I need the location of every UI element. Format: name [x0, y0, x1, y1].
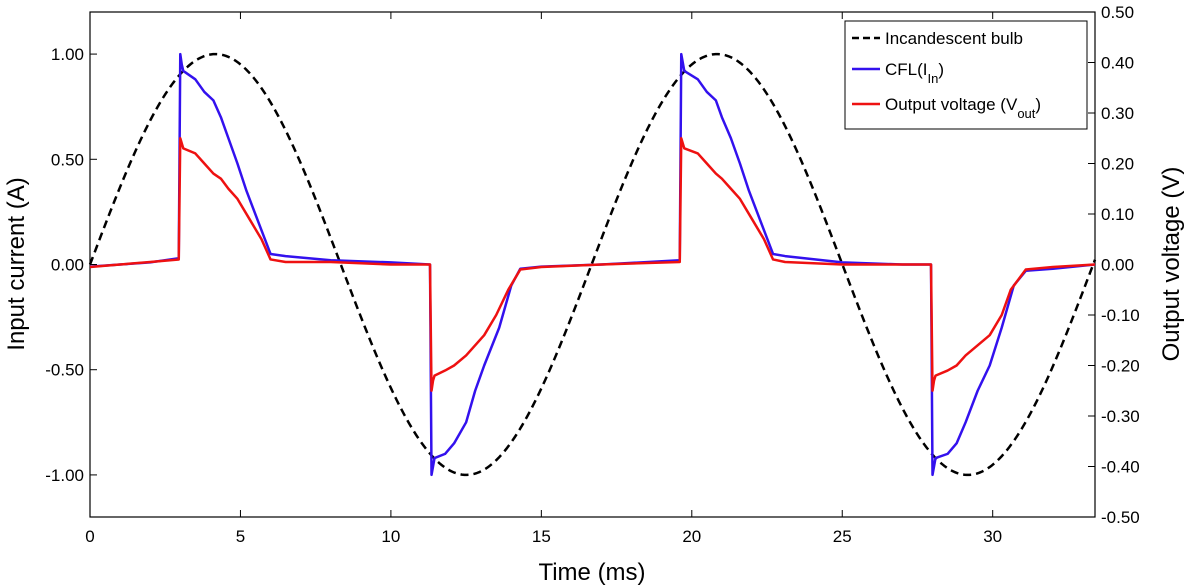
legend: Incandescent bulb CFL(IIn) Output voltag…	[844, 20, 1088, 130]
legend-label-incandescent: Incandescent bulb	[885, 29, 1023, 48]
legend-label-vout-suffix: )	[1035, 95, 1041, 114]
y2-tick-label: -0.10	[1101, 306, 1140, 325]
x-tick-label: 15	[532, 527, 551, 546]
legend-label-incandescent-base: Incandescent bulb	[885, 29, 1023, 48]
y2-tick-label: 0.50	[1101, 3, 1134, 22]
y2-tick-label: 0.20	[1101, 155, 1134, 174]
y-tick-label: -0.50	[45, 361, 84, 380]
y2-tick-label: -0.20	[1101, 357, 1140, 376]
legend-box	[844, 20, 1088, 130]
y-tick-label: -1.00	[45, 466, 84, 485]
series-line-0	[88, 52, 1097, 477]
y2-tick-label: -0.40	[1101, 458, 1140, 477]
x-axis-ticks: 0 5 10 15 20 25 30	[85, 12, 1002, 546]
y2-tick-label: -0.50	[1101, 508, 1140, 527]
y2-tick-label: 0.00	[1101, 256, 1134, 275]
y-tick-label: 1.00	[51, 45, 84, 64]
y-axis-ticks: -1.00 -0.50 0.00 0.50 1.00	[45, 45, 97, 485]
y-tick-label: 0.50	[51, 150, 84, 169]
y2-axis-ticks: -0.50 -0.40 -0.30 -0.20 -0.10 0.00 0.10 0.20 0.3…	[1088, 3, 1140, 527]
series-layer	[88, 52, 1097, 477]
x-tick-label: 25	[833, 527, 852, 546]
x-axis-title: Time (ms)	[538, 559, 645, 586]
y2-tick-label: 0.10	[1101, 205, 1134, 224]
y2-tick-label: -0.30	[1101, 407, 1140, 426]
x-tick-label: 0	[85, 527, 94, 546]
y-axis-title: Input current (A)	[3, 177, 30, 350]
legend-label-cfl-suffix: )	[938, 60, 944, 79]
y-tick-label: 0.00	[51, 256, 84, 275]
x-tick-label: 10	[381, 527, 400, 546]
legend-label-vout: Output voltage (Vout)	[885, 95, 1041, 121]
x-tick-label: 5	[236, 527, 245, 546]
legend-label-vout-base: Output voltage (V	[885, 95, 1018, 114]
legend-label-cfl-base: CFL(I	[885, 60, 928, 79]
legend-label-cfl-sub: In	[928, 71, 939, 86]
x-tick-label: 20	[682, 527, 701, 546]
y2-axis-title: Output voltage (V)	[1158, 167, 1185, 362]
y2-tick-label: 0.40	[1101, 54, 1134, 73]
legend-label-vout-sub: out	[1017, 106, 1035, 121]
legend-label-cfl: CFL(IIn)	[885, 60, 944, 86]
y2-tick-label: 0.30	[1101, 104, 1134, 123]
series-line-2	[89, 137, 1096, 392]
x-tick-label: 30	[983, 527, 1002, 546]
